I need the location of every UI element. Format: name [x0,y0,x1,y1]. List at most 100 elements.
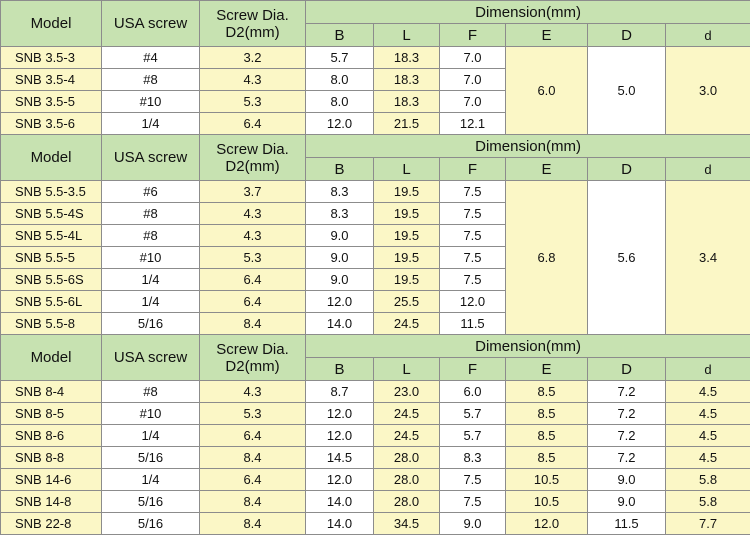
e-cell: 10.5 [505,490,588,513]
usa-screw-cell: 1/4 [101,468,200,491]
f-cell: 7.5 [439,202,506,225]
e-header: E [505,23,588,47]
b-header: B [305,157,374,181]
screw-dia-cell: 5.3 [199,402,306,425]
f-header: F [439,23,506,47]
d-upper-cell: 7.2 [587,446,666,469]
screw-dia-line2: D2(mm) [225,357,280,375]
table-row: SNB 5.5-5 #10 5.3 9.0 19.5 7.5 [0,246,750,269]
f-cell: 7.5 [439,224,506,247]
d-lower-cell: 3.4 [664,180,750,335]
usa-screw-cell: 5/16 [101,490,200,513]
table-row: SNB 5.5-3.5 #6 3.7 8.3 19.5 7.5 6.8 5.6 3.4 [0,180,750,335]
screw-dia-cell: 5.3 [199,246,306,269]
b-cell: 14.0 [305,312,374,335]
b-cell: 12.0 [305,112,374,135]
l-cell: 18.3 [373,90,440,113]
usa-screw-cell: #4 [101,46,200,69]
screw-dia-line2: D2(mm) [225,157,280,175]
e-cell: 10.5 [505,468,588,491]
screw-dia-header: Screw Dia. D2(mm) [199,0,306,47]
d-upper-header: D [587,357,666,381]
model-cell: SNB 5.5-8 [0,312,102,335]
e-header: E [505,157,588,181]
model-cell: SNB 5.5-4L [0,224,102,247]
usa-screw-cell: #10 [101,246,200,269]
l-cell: 28.0 [373,468,440,491]
b-cell: 14.5 [305,446,374,469]
table-row: SNB 3.5-6 1/4 6.4 12.0 21.5 12.1 [0,112,750,135]
l-header: L [373,357,440,381]
table-row: SNB 8-4 #8 4.3 8.7 23.0 6.0 8.5 7.2 4.5 [0,380,750,403]
screw-dia-cell: 4.3 [199,68,306,91]
l-cell: 23.0 [373,380,440,403]
model-cell: SNB 3.5-4 [0,68,102,91]
table-row: SNB 14-8 5/16 8.4 14.0 28.0 7.5 10.5 9.0 5.8 [0,490,750,513]
b-cell: 12.0 [305,468,374,491]
model-cell: SNB 5.5-6L [0,290,102,313]
screw-dia-cell: 6.4 [199,290,306,313]
model-cell: SNB 8-5 [0,402,102,425]
e-header: E [505,357,588,381]
f-cell: 7.0 [439,68,506,91]
e-cell: 8.5 [505,424,588,447]
d-lower-header: d [664,23,750,47]
model-cell: SNB 8-8 [0,446,102,469]
usa-screw-header: USA screw [101,134,200,181]
screw-dia-cell: 4.3 [199,224,306,247]
table-row: SNB 5.5-6L 1/4 6.4 12.0 25.5 12.0 [0,290,750,313]
usa-screw-cell: #8 [101,202,200,225]
b-cell: 8.3 [305,202,374,225]
model-cell: SNB 8-4 [0,380,102,403]
table-row: SNB 8-8 5/16 8.4 14.5 28.0 8.3 8.5 7.2 4.5 [0,446,750,469]
usa-screw-cell: 1/4 [101,290,200,313]
d-upper-cell: 7.2 [587,380,666,403]
l-header: L [373,157,440,181]
l-cell: 24.5 [373,402,440,425]
model-cell: SNB 8-6 [0,424,102,447]
screw-dia-line1: Screw Dia. [216,6,289,24]
l-cell: 18.3 [373,68,440,91]
b-cell: 8.3 [305,180,374,203]
e-cell: 6.0 [505,46,588,135]
d-lower-header: d [664,357,750,381]
d-upper-cell: 7.2 [587,402,666,425]
screw-dia-cell: 4.3 [199,380,306,403]
l-cell: 28.0 [373,490,440,513]
d-upper-header: D [587,157,666,181]
screw-dia-cell: 3.7 [199,180,306,203]
l-cell: 19.5 [373,202,440,225]
screw-dia-cell: 4.3 [199,202,306,225]
usa-screw-cell: #8 [101,224,200,247]
d-lower-cell: 4.5 [664,380,750,403]
header-row-top: Model USA screw Screw Dia. D2(mm) Dimension(… [0,334,750,381]
table-row: SNB 14-6 1/4 6.4 12.0 28.0 7.5 10.5 9.0 5.8 [0,468,750,491]
usa-screw-cell: 1/4 [101,424,200,447]
model-cell: SNB 5.5-6S [0,268,102,291]
table-row: SNB 22-8 5/16 8.4 14.0 34.5 9.0 12.0 11.5 7.7 [0,512,750,535]
d-lower-cell: 5.8 [664,490,750,513]
d-lower-header: d [664,157,750,181]
f-cell: 7.5 [439,468,506,491]
d-lower-cell: 7.7 [664,512,750,535]
screw-dia-cell: 6.4 [199,468,306,491]
screw-dia-cell: 6.4 [199,112,306,135]
usa-screw-cell: #6 [101,180,200,203]
model-cell: SNB 3.5-3 [0,46,102,69]
b-header: B [305,357,374,381]
usa-screw-cell: #10 [101,402,200,425]
model-cell: SNB 5.5-4S [0,202,102,225]
d-lower-cell: 5.8 [664,468,750,491]
table-row: SNB 8-6 1/4 6.4 12.0 24.5 5.7 8.5 7.2 4.5 [0,424,750,447]
d-upper-cell: 9.0 [587,468,666,491]
screw-dia-cell: 8.4 [199,312,306,335]
screw-dia-header: Screw Dia. D2(mm) [199,334,306,381]
dimension-header: Dimension(mm) [304,334,750,358]
table-row: SNB 3.5-5 #10 5.3 8.0 18.3 7.0 [0,90,750,113]
screw-dia-line1: Screw Dia. [216,340,289,358]
d-upper-cell: 5.6 [587,180,666,335]
f-cell: 7.0 [439,46,506,69]
d-lower-cell: 3.0 [664,46,750,135]
usa-screw-cell: 1/4 [101,112,200,135]
